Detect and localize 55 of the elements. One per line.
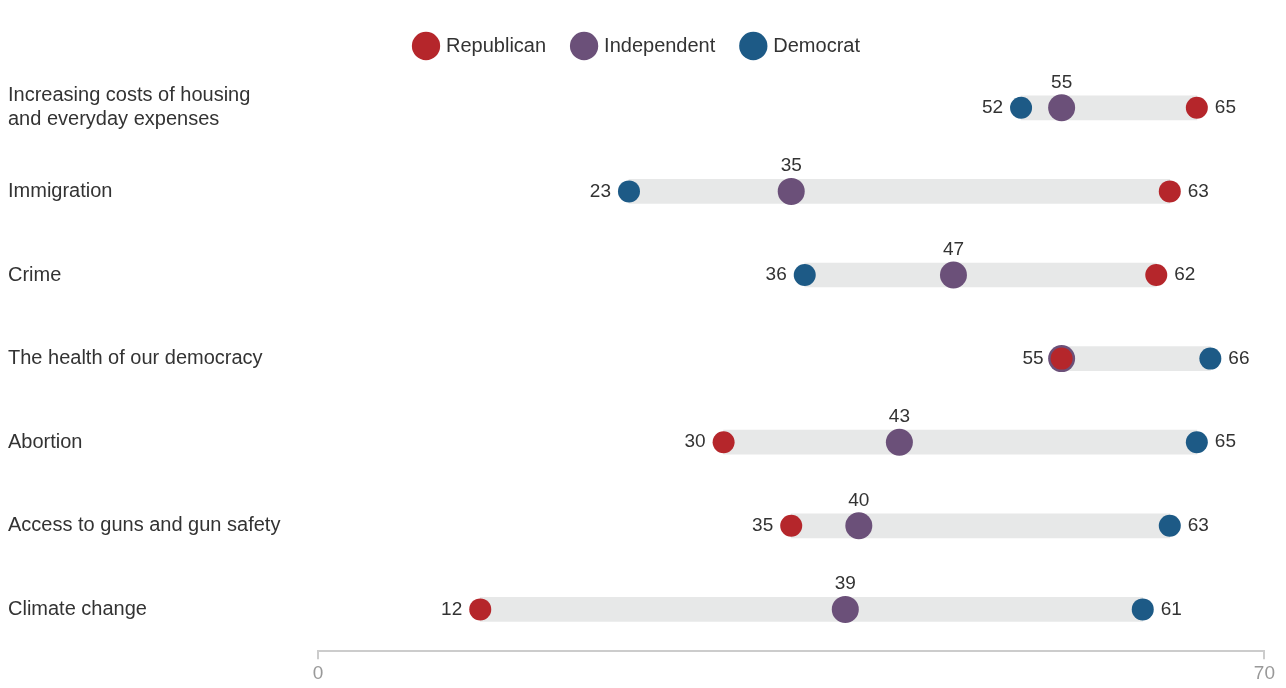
point xyxy=(777,177,805,205)
point xyxy=(1158,180,1181,203)
data-label: 55 xyxy=(1022,346,1044,368)
y-tick-label: Climate change xyxy=(8,596,147,619)
point xyxy=(1010,96,1033,119)
legend-label: Independent xyxy=(604,33,716,56)
y-tick-label: Immigration xyxy=(8,178,113,201)
point xyxy=(939,261,967,289)
point xyxy=(1145,264,1168,286)
data-label: 43 xyxy=(888,404,910,426)
y-tick-label: Access to guns and gun safety xyxy=(8,513,281,536)
bar xyxy=(479,597,1144,622)
point xyxy=(1158,514,1181,537)
data-label: 52 xyxy=(981,96,1004,118)
data-label: 23 xyxy=(589,179,611,201)
point xyxy=(1185,431,1208,454)
data-label: 55 xyxy=(1051,70,1073,92)
legend-label: Democrat xyxy=(773,33,861,56)
point xyxy=(1131,598,1154,621)
bar xyxy=(723,429,1198,455)
data-label: 63 xyxy=(1187,179,1209,201)
data-label: 62 xyxy=(1174,263,1196,285)
y-tick-label: Abortion xyxy=(8,429,83,452)
point xyxy=(712,431,735,454)
x-tick-label: 0 xyxy=(312,661,324,683)
data-label: 39 xyxy=(834,572,856,594)
y-tick-label: The health of our democracy xyxy=(8,346,263,369)
point xyxy=(1199,347,1222,370)
point xyxy=(831,595,859,623)
data-label: 30 xyxy=(684,430,706,452)
data-label: 65 xyxy=(1214,430,1236,452)
data-label: 47 xyxy=(942,237,965,259)
point xyxy=(780,514,803,537)
point xyxy=(1185,96,1208,119)
data-label: 40 xyxy=(848,488,870,510)
data-label: 61 xyxy=(1160,597,1182,619)
data-label: 12 xyxy=(441,597,463,619)
bar xyxy=(628,179,1171,204)
data-label: 36 xyxy=(765,263,787,285)
data-label: 66 xyxy=(1228,346,1250,368)
point xyxy=(793,264,816,286)
point xyxy=(845,512,873,540)
data-label: 35 xyxy=(780,154,802,176)
data-label: 65 xyxy=(1214,96,1236,118)
x-tick-label: 70 xyxy=(1253,661,1275,683)
data-label: 35 xyxy=(752,514,774,536)
data-label: 63 xyxy=(1187,514,1209,536)
point xyxy=(885,428,913,456)
point xyxy=(1048,94,1076,122)
legend-label: Republican xyxy=(446,33,547,56)
y-tick-label: Crime xyxy=(8,262,62,285)
point xyxy=(617,180,640,203)
bar xyxy=(790,513,1171,539)
point xyxy=(469,598,492,621)
y-tick-label: Increasing costs of housing and everyday expenses xyxy=(8,83,251,130)
